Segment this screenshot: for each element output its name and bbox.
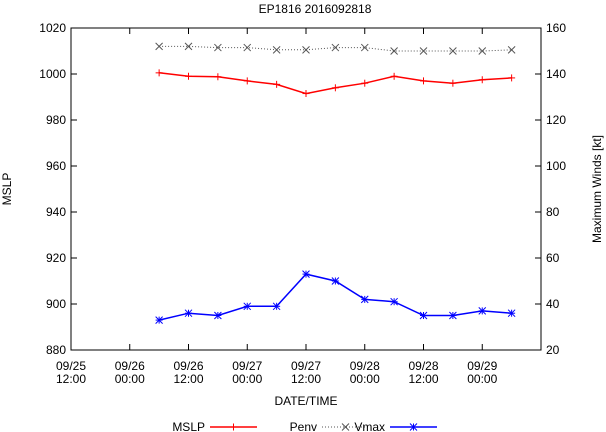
data-point-vmax [302,45,310,54]
y-right-tick-label: 120 [546,113,566,127]
x-tick-label: 09/27 [291,359,321,373]
data-point-mslp [331,277,340,285]
y-right-axis-title: Maximum Winds [kt] [590,135,604,243]
x-tick-label: 09/26 [115,359,145,373]
y-left-tick-label: 900 [46,297,66,311]
data-point-penv [302,90,310,98]
data-point-vmax [331,43,340,52]
y-right-tick-labels: 20 40 60 80 100 120 140 160 [546,21,566,357]
y-left-tick-label: 1000 [39,67,66,81]
data-point-penv [243,77,251,85]
data-point-mslp [214,311,222,320]
data-point-mslp [243,302,252,311]
legend-label: Vmax [354,420,385,432]
x-tick-label: 00:00 [115,372,145,386]
data-point-mslp [507,309,516,318]
data-point-penv [420,77,427,85]
data-point-mslp [155,316,163,324]
data-point-vmax [449,47,457,55]
y-right-tick-label: 60 [546,251,560,265]
y-left-tick-label: 940 [46,205,66,219]
data-point-mslp [272,302,281,311]
data-point-mslp [478,307,487,315]
y-left-tick-label: 1020 [39,21,66,35]
data-point-vmax [184,42,193,51]
y-left-axis-title: MSLP [0,173,14,206]
y-left-tick-label: 920 [46,251,66,265]
data-point-penv [390,72,398,80]
legend-label: Penv [290,420,317,432]
legend: MSLP Penv Vmax [172,420,437,432]
x-tick-label: 00:00 [232,372,262,386]
data-point-penv [273,80,281,88]
x-axis-title: DATE/TIME [274,394,337,408]
y-right-tick-label: 20 [546,343,560,357]
y-left-tick-label: 880 [46,343,66,357]
data-point-penv [508,74,516,82]
y-right-tick-label: 140 [546,67,566,81]
legend-label: MSLP [172,420,205,432]
data-point-mslp [449,311,457,320]
x-tick-label: 12:00 [291,372,321,386]
legend-marker [230,423,237,431]
y-left-tick-label: 980 [46,113,66,127]
chart-title: EP1816 2016092818 [259,2,372,16]
data-point-penv [155,69,163,77]
data-point-vmax [243,43,252,52]
x-tick-label: 00:00 [467,372,497,386]
x-tick-label: 09/28 [408,359,438,373]
data-point-penv [478,76,486,84]
legend-marker [341,423,350,431]
data-point-penv [331,84,339,92]
data-point-vmax [214,43,222,52]
data-point-vmax [272,45,281,54]
data-point-mslp [390,297,398,306]
y-left-tick-labels: 880 900 920 940 960 980 1000 1020 [39,21,66,357]
y-right-tick-label: 80 [546,205,560,219]
data-point-vmax [360,43,369,52]
x-tick-label: 09/25 [56,359,86,373]
x-tick-label: 12:00 [408,372,438,386]
data-point-mslp [360,295,369,304]
data-point-vmax [390,47,398,55]
data-point-vmax [155,42,163,51]
x-tick-label: 00:00 [350,372,380,386]
y-right-tick-label: 100 [546,159,566,173]
data-point-mslp [419,311,428,320]
data-point-vmax [507,45,516,54]
x-tick-label: 09/28 [350,359,380,373]
data-point-mslp [302,270,310,278]
data-point-vmax [419,47,428,55]
plot-frame [70,27,542,351]
data-point-mslp [184,309,193,318]
axes-ticks [70,27,542,351]
data-point-penv [185,72,192,80]
y-right-tick-label: 40 [546,297,560,311]
series-layer [155,42,516,324]
y-left-tick-label: 960 [46,159,66,173]
legend-marker [409,423,418,431]
x-tick-label: 09/26 [173,359,203,373]
data-point-vmax [478,47,487,55]
x-tick-label: 09/29 [467,359,497,373]
data-point-penv [361,79,369,87]
x-tick-labels: 09/2512:0009/2600:0009/2612:0009/2700:00… [56,359,498,386]
x-tick-label: 12:00 [173,372,203,386]
y-right-tick-label: 160 [546,21,566,35]
data-point-penv [449,79,457,87]
data-point-penv [214,73,222,81]
x-tick-label: 09/27 [232,359,262,373]
x-tick-label: 12:00 [56,372,86,386]
